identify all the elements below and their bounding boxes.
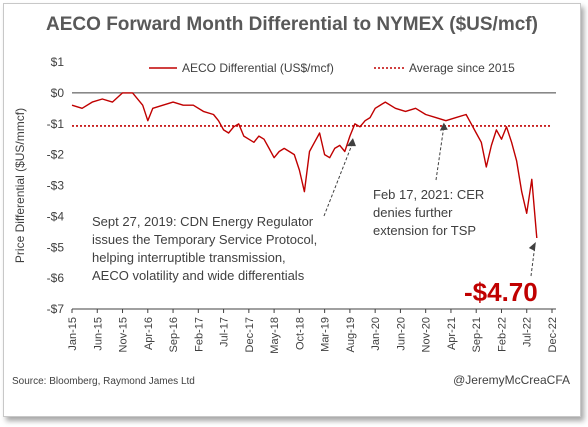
y-tick-label: $0 <box>51 86 65 100</box>
callout-latest-value: -$4.70 <box>464 277 538 307</box>
y-tick-label: -$3 <box>47 179 65 193</box>
legend: AECO Differential (US$/mcf) Average since… <box>149 61 515 75</box>
x-tick-label: Feb-17 <box>193 317 205 352</box>
annotations: Sept 27, 2019: CDN Energy Regulator issue… <box>92 122 538 307</box>
annotation-cer-line: Feb 17, 2021: CER <box>373 187 484 202</box>
y-tick-label: -$7 <box>47 302 65 316</box>
y-tick-label: -$5 <box>47 240 65 254</box>
legend-label-average: Average since 2015 <box>409 61 515 75</box>
x-tick-label: Sep-21 <box>471 317 483 352</box>
x-tick-label: Feb-22 <box>496 317 508 352</box>
annotation-cer-leader <box>435 126 445 181</box>
x-tick-label: Nov-15 <box>118 317 130 352</box>
annotation-tsp-line: helping interruptible transmission, <box>92 250 286 265</box>
x-tick-label: Oct-18 <box>294 317 306 350</box>
x-tick-label: Jul-22 <box>522 317 534 347</box>
y-tick-label: -$6 <box>47 271 65 285</box>
x-tick-label: Jun-15 <box>92 317 104 351</box>
x-tick-label: Jan-15 <box>67 317 79 351</box>
y-tick-label: $1 <box>51 55 65 69</box>
annotation-tsp-line: AECO volatility and wide differentials <box>92 268 305 283</box>
x-tick-label: Dec-22 <box>547 317 559 352</box>
annotation-cer-line: extension for TSP <box>373 223 476 238</box>
source-note: Source: Bloomberg, Raymond James Ltd <box>12 376 195 387</box>
callout-arrowhead <box>528 241 536 251</box>
x-tick-label: May-18 <box>269 317 281 354</box>
x-tick-label: Jan-20 <box>370 317 382 351</box>
x-tick-label: Aug-19 <box>345 317 357 352</box>
annotation-tsp-leader <box>323 141 354 217</box>
x-tick-label: Nov-20 <box>421 317 433 352</box>
annotation-cer-arrowhead <box>439 122 448 131</box>
series-line-aeco-differential <box>71 92 538 239</box>
y-axis-label: Price Differential ($US/mmcf) <box>13 108 27 263</box>
x-tick-label: Jun-20 <box>395 317 407 351</box>
x-tick-label: Apr-21 <box>446 317 458 350</box>
chart-title: AECO Forward Month Differential to NYMEX… <box>46 14 538 35</box>
x-tick-label: Sep-16 <box>168 317 180 352</box>
y-tick-label: -$2 <box>47 148 65 162</box>
x-tick-label: Apr-16 <box>143 317 155 350</box>
chart-svg: $1 $0 -$1 -$2 -$3 -$4 -$5 -$6 -$7 Jan-15 Jun-15 No… <box>12 55 570 387</box>
author-handle: @JeremyMcCreaCFA <box>453 373 570 387</box>
chart-frame: AECO Forward Month Differential to NYMEX… <box>3 3 581 417</box>
callout-leader <box>530 245 536 277</box>
annotation-cer-line: denies further <box>373 205 453 220</box>
annotation-tsp-line: issues the Temporary Service Protocol, <box>92 232 317 247</box>
x-tick-label: Dec-17 <box>244 317 256 352</box>
annotation-tsp-line: Sept 27, 2019: CDN Energy Regulator <box>92 214 314 229</box>
x-tick-label: Jul-17 <box>219 317 231 347</box>
legend-label-series: AECO Differential (US$/mcf) <box>182 61 334 75</box>
axes-layer <box>72 92 556 310</box>
x-tick-label: Mar-19 <box>320 317 332 352</box>
y-tick-labels: $1 $0 -$1 -$2 -$3 -$4 -$5 -$6 -$7 <box>47 55 65 316</box>
series-layer <box>71 92 538 239</box>
y-tick-label: -$1 <box>47 117 65 131</box>
x-tick-labels: Jan-15 Jun-15 Nov-15 Apr-16 Sep-16 Feb-17 Jul-… <box>67 309 559 354</box>
annotation-tsp-arrowhead <box>346 138 356 147</box>
y-tick-label: -$4 <box>47 209 65 223</box>
